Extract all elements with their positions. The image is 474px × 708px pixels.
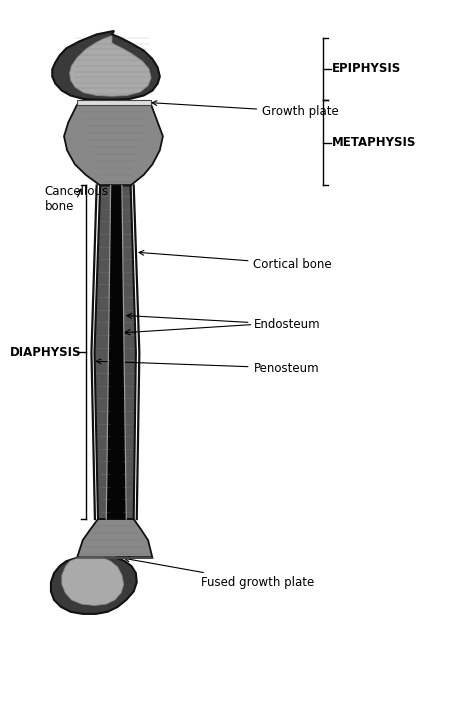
Polygon shape [77, 100, 151, 105]
Polygon shape [94, 185, 136, 519]
Text: METAPHYSIS: METAPHYSIS [332, 136, 416, 149]
Text: EPIPHYSIS: EPIPHYSIS [332, 62, 401, 75]
Polygon shape [52, 31, 160, 100]
Text: Penosteum: Penosteum [96, 359, 319, 375]
Text: Fused growth plate: Fused growth plate [125, 557, 314, 589]
Text: Growth plate: Growth plate [152, 101, 339, 118]
Text: Endosteum: Endosteum [127, 314, 320, 331]
Polygon shape [77, 519, 153, 558]
Polygon shape [64, 105, 163, 185]
Polygon shape [70, 36, 151, 96]
Polygon shape [62, 558, 124, 605]
Text: Cortical bone: Cortical bone [139, 251, 332, 270]
Text: Cancellous
bone: Cancellous bone [45, 185, 109, 214]
Polygon shape [51, 558, 153, 614]
Text: DIAPHYSIS: DIAPHYSIS [10, 346, 82, 359]
Polygon shape [106, 185, 126, 519]
